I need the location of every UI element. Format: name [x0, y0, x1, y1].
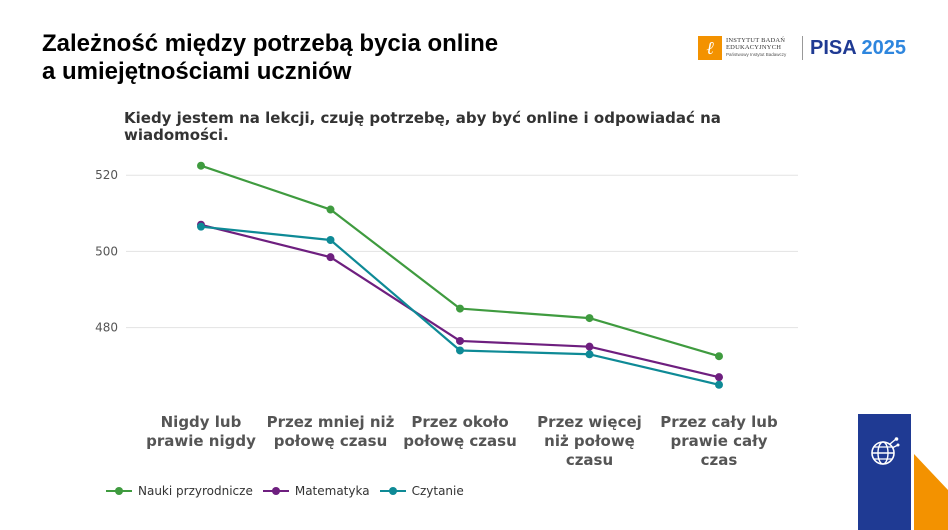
- x-tick-label-0-line-0: Nigdy lub: [161, 413, 242, 431]
- series-1-point-3: [585, 342, 594, 351]
- legend-label-2: Czytanie: [411, 484, 464, 498]
- y-tick-label-500: 500: [95, 244, 118, 258]
- series-0-point-3: [585, 314, 594, 323]
- series-0-point-1: [326, 205, 335, 214]
- x-tick-label-4-line-0: Przez cały lub: [660, 413, 778, 431]
- x-tick-label-1-line-1: połowę czasu: [274, 432, 388, 450]
- ibe-logo-letter-icon: ℓ: [706, 38, 714, 58]
- x-tick-label-1-line-0: Przez mniej niż: [267, 413, 395, 431]
- x-tick-label-3-line-2: czasu: [566, 451, 613, 469]
- pisa-logo-word: PISA: [810, 37, 856, 59]
- legend-item-2: Czytanie: [379, 484, 464, 498]
- x-tick-label-4-line-1: prawie cały: [670, 432, 767, 450]
- x-tick-label-4-line-2: czas: [701, 451, 738, 469]
- y-tick-label-480: 480: [95, 321, 118, 335]
- series-1-point-4: [715, 373, 723, 382]
- legend-swatch-dot-1: [271, 487, 280, 495]
- legend-label-1: Matematyka: [294, 484, 370, 498]
- series-2-point-4: [715, 380, 723, 389]
- logo-divider: [802, 36, 803, 60]
- series-1-point-1: [326, 253, 335, 262]
- legend-swatch-dot-2: [388, 487, 397, 495]
- corner-accent: [914, 454, 948, 530]
- pisa-logo-year: 2025: [861, 37, 907, 59]
- x-tick-label-2-line-1: połowę czasu: [403, 432, 517, 450]
- legend-swatch-2: [379, 486, 406, 496]
- page-title: Zależność między potrzebą bycia online a…: [42, 30, 498, 86]
- x-tick-label-3-line-0: Przez więcej: [537, 413, 642, 431]
- chart-title: Kiedy jestem na lekcji, czuję potrzebę, …: [124, 109, 721, 144]
- legend-swatch-0: [106, 486, 132, 496]
- legend-item-1: Matematyka: [262, 484, 370, 498]
- pisa-logo: PISA 2025: [810, 36, 906, 60]
- legend-label-0: Nauki przyrodnicze: [138, 484, 253, 498]
- series-2-point-2: [456, 346, 464, 355]
- x-tick-label-0-line-1: prawie nigdy: [146, 432, 256, 450]
- x-tick-label-2-line-0: Przez około: [411, 413, 508, 431]
- series-0-point-4: [715, 352, 723, 361]
- legend-item-0: Nauki przyrodnicze: [106, 484, 253, 498]
- legend-swatch-1: [262, 486, 289, 496]
- page-title-line-2: a umiejętnościami uczniów: [42, 58, 352, 85]
- x-tick-label-3-line-1: niż połowę: [544, 432, 635, 450]
- ibe-logo: ℓ INSTYTUT BADAŃ EDUKACYJNYCH Państwowy …: [698, 36, 798, 62]
- ibe-logo-mark: [698, 36, 722, 60]
- corner-badge: [858, 414, 911, 530]
- series-1-point-2: [456, 336, 464, 345]
- globe-network-icon: [871, 437, 900, 465]
- series-2-point-3: [585, 350, 594, 359]
- ibe-logo-line-3: Państwowy Instytut Badawczy: [726, 52, 787, 57]
- y-tick-label-520: 520: [95, 168, 118, 182]
- series-2-point-0: [197, 222, 205, 231]
- series-0-point-0: [197, 161, 205, 170]
- series-2-point-1: [326, 236, 335, 244]
- ibe-logo-line-2: EDUKACYJNYCH: [726, 44, 782, 51]
- ibe-logo-line-1: INSTYTUT BADAŃ: [726, 37, 786, 44]
- chart-legend: Nauki przyrodnicze Matematyka Czytanie: [106, 484, 474, 498]
- legend-swatch-dot-0: [115, 487, 123, 495]
- series-0-point-2: [456, 304, 464, 313]
- page-title-line-1: Zależność między potrzebą bycia online: [42, 30, 499, 57]
